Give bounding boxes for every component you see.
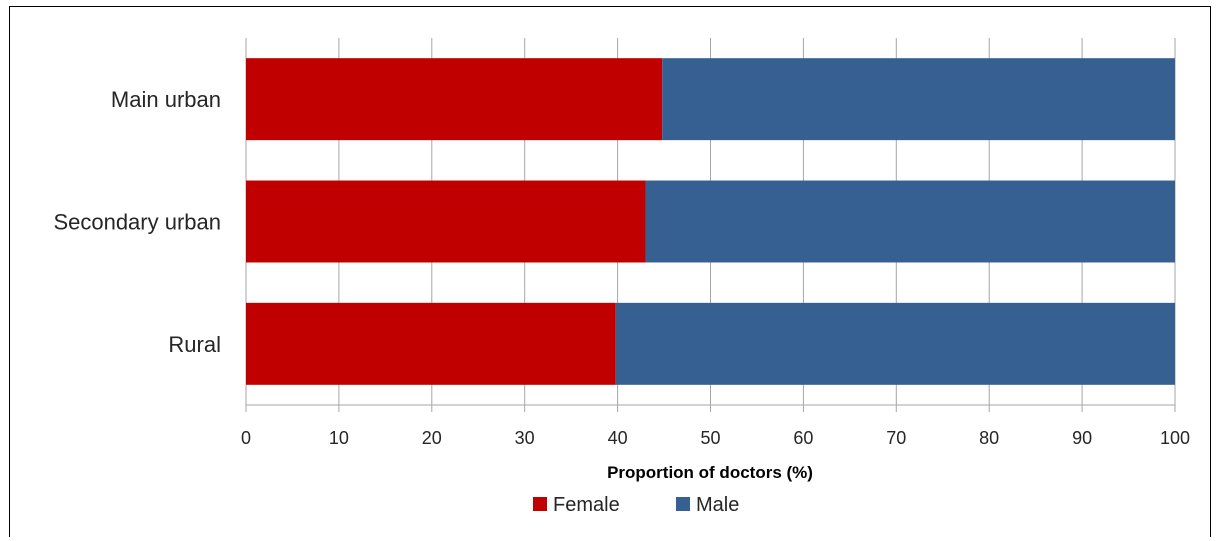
x-tick-label: 40 bbox=[608, 428, 628, 448]
bars bbox=[246, 58, 1175, 385]
x-axis-title: Proportion of doctors (%) bbox=[607, 463, 813, 482]
x-tick-label: 50 bbox=[700, 428, 720, 448]
category-label: Rural bbox=[168, 332, 221, 357]
x-tick-label: 20 bbox=[422, 428, 442, 448]
x-tick-label: 70 bbox=[886, 428, 906, 448]
x-tick-label: 0 bbox=[241, 428, 251, 448]
x-tick-label: 10 bbox=[329, 428, 349, 448]
x-tick-label: 100 bbox=[1160, 428, 1190, 448]
legend-swatch-male bbox=[676, 497, 690, 511]
bar-male-secondary-urban bbox=[645, 180, 1175, 263]
bar-female-secondary-urban bbox=[246, 180, 646, 263]
x-tick-label: 80 bbox=[979, 428, 999, 448]
legend: Female Male bbox=[533, 494, 739, 516]
bar-female-rural bbox=[246, 302, 616, 385]
legend-label-female: Female bbox=[553, 494, 620, 516]
x-tick-label: 60 bbox=[793, 428, 813, 448]
bar-male-rural bbox=[615, 302, 1175, 385]
category-label: Main urban bbox=[111, 87, 221, 112]
bar-male-main-urban bbox=[662, 58, 1175, 141]
category-label: Secondary urban bbox=[53, 210, 221, 235]
category-labels: Main urban Secondary urban Rural bbox=[53, 87, 221, 357]
x-tick-label: 30 bbox=[515, 428, 535, 448]
legend-swatch-female bbox=[533, 497, 547, 511]
legend-label-male: Male bbox=[696, 494, 739, 516]
x-axis: 0 10 20 30 40 50 60 70 80 90 100 bbox=[241, 404, 1190, 448]
x-tick-label: 90 bbox=[1072, 428, 1092, 448]
bar-female-main-urban bbox=[246, 58, 663, 141]
